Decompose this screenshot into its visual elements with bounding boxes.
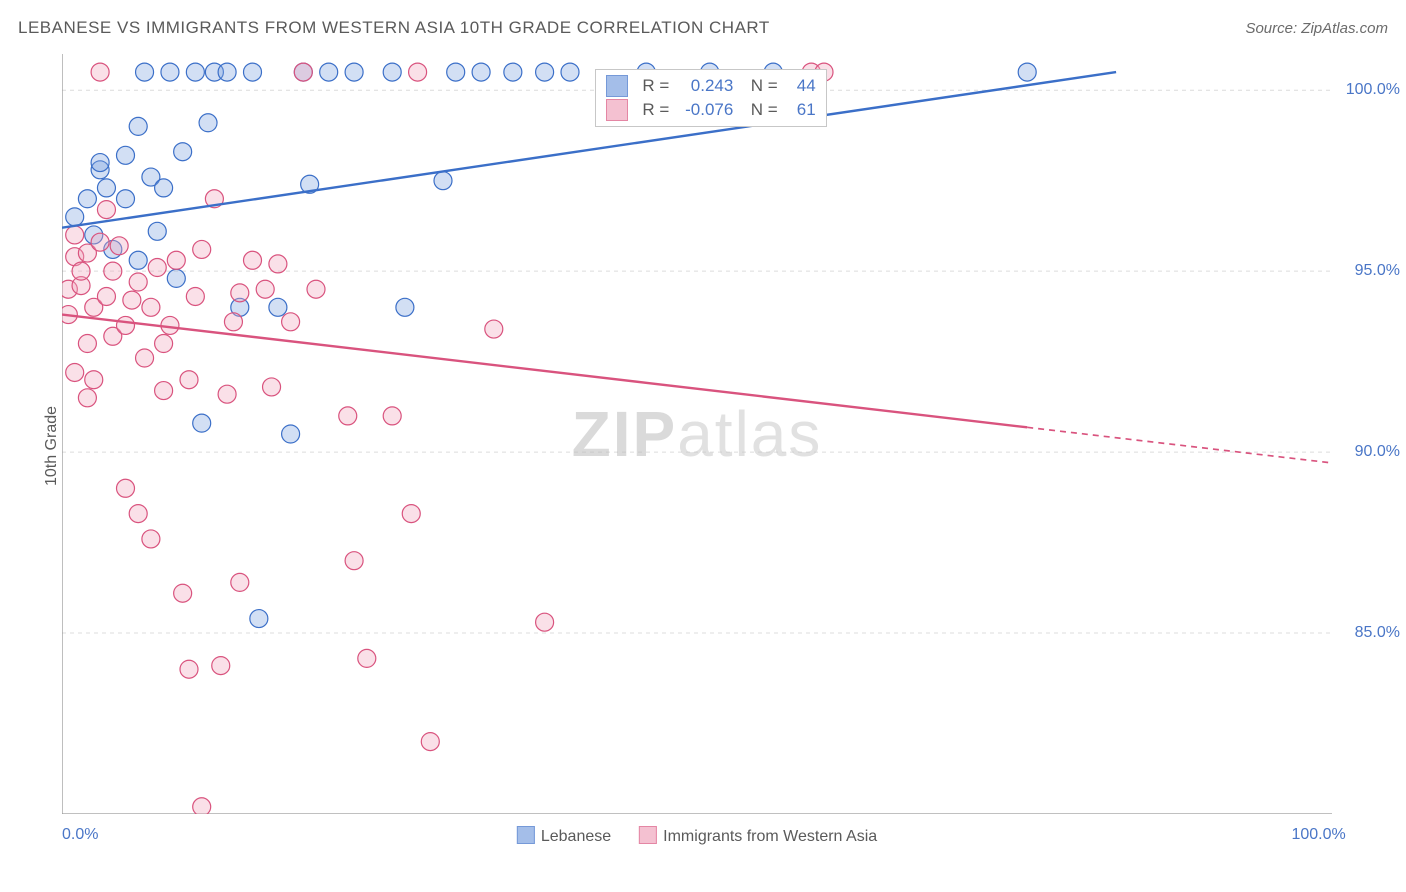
stats-legend-row: R = 0.243 N = 44 bbox=[606, 74, 815, 98]
stats-r-value: -0.076 bbox=[677, 100, 733, 120]
source-attribution: Source: ZipAtlas.com bbox=[1245, 20, 1388, 37]
stats-n-label: N = bbox=[741, 100, 777, 120]
stats-n-value: 44 bbox=[786, 76, 816, 96]
plot-area: ZIPatlas 85.0%90.0%95.0%100.0% 0.0%100.0… bbox=[62, 54, 1332, 814]
stats-r-value: 0.243 bbox=[677, 76, 733, 96]
x-tick-label-max: 100.0% bbox=[1291, 826, 1345, 844]
legend-swatch bbox=[606, 75, 628, 97]
legend-swatch bbox=[639, 826, 657, 844]
y-tick-label: 85.0% bbox=[1355, 624, 1400, 642]
stats-r-label: R = bbox=[642, 76, 669, 96]
legend-swatch bbox=[606, 99, 628, 121]
chart-title: LEBANESE VS IMMIGRANTS FROM WESTERN ASIA… bbox=[18, 18, 770, 38]
y-tick-label: 100.0% bbox=[1346, 81, 1400, 99]
y-axis-label: 10th Grade bbox=[43, 406, 61, 486]
legend-label: Lebanese bbox=[541, 828, 611, 845]
legend-swatch bbox=[517, 826, 535, 844]
legend-item: Lebanese bbox=[517, 826, 611, 846]
y-tick-label: 90.0% bbox=[1355, 443, 1400, 461]
y-tick-label: 95.0% bbox=[1355, 262, 1400, 280]
stats-n-label: N = bbox=[741, 76, 777, 96]
correlation-stats-legend: R = 0.243 N = 44 R = -0.076 N = 61 bbox=[595, 69, 826, 127]
scatter-plot-svg bbox=[62, 54, 1332, 814]
stats-r-label: R = bbox=[642, 100, 669, 120]
stats-n-value: 61 bbox=[786, 100, 816, 120]
stats-legend-row: R = -0.076 N = 61 bbox=[606, 98, 815, 122]
x-tick-label-min: 0.0% bbox=[62, 826, 98, 844]
series-legend: Lebanese Immigrants from Western Asia bbox=[517, 826, 877, 846]
legend-label: Immigrants from Western Asia bbox=[663, 828, 877, 845]
legend-item: Immigrants from Western Asia bbox=[639, 826, 877, 846]
